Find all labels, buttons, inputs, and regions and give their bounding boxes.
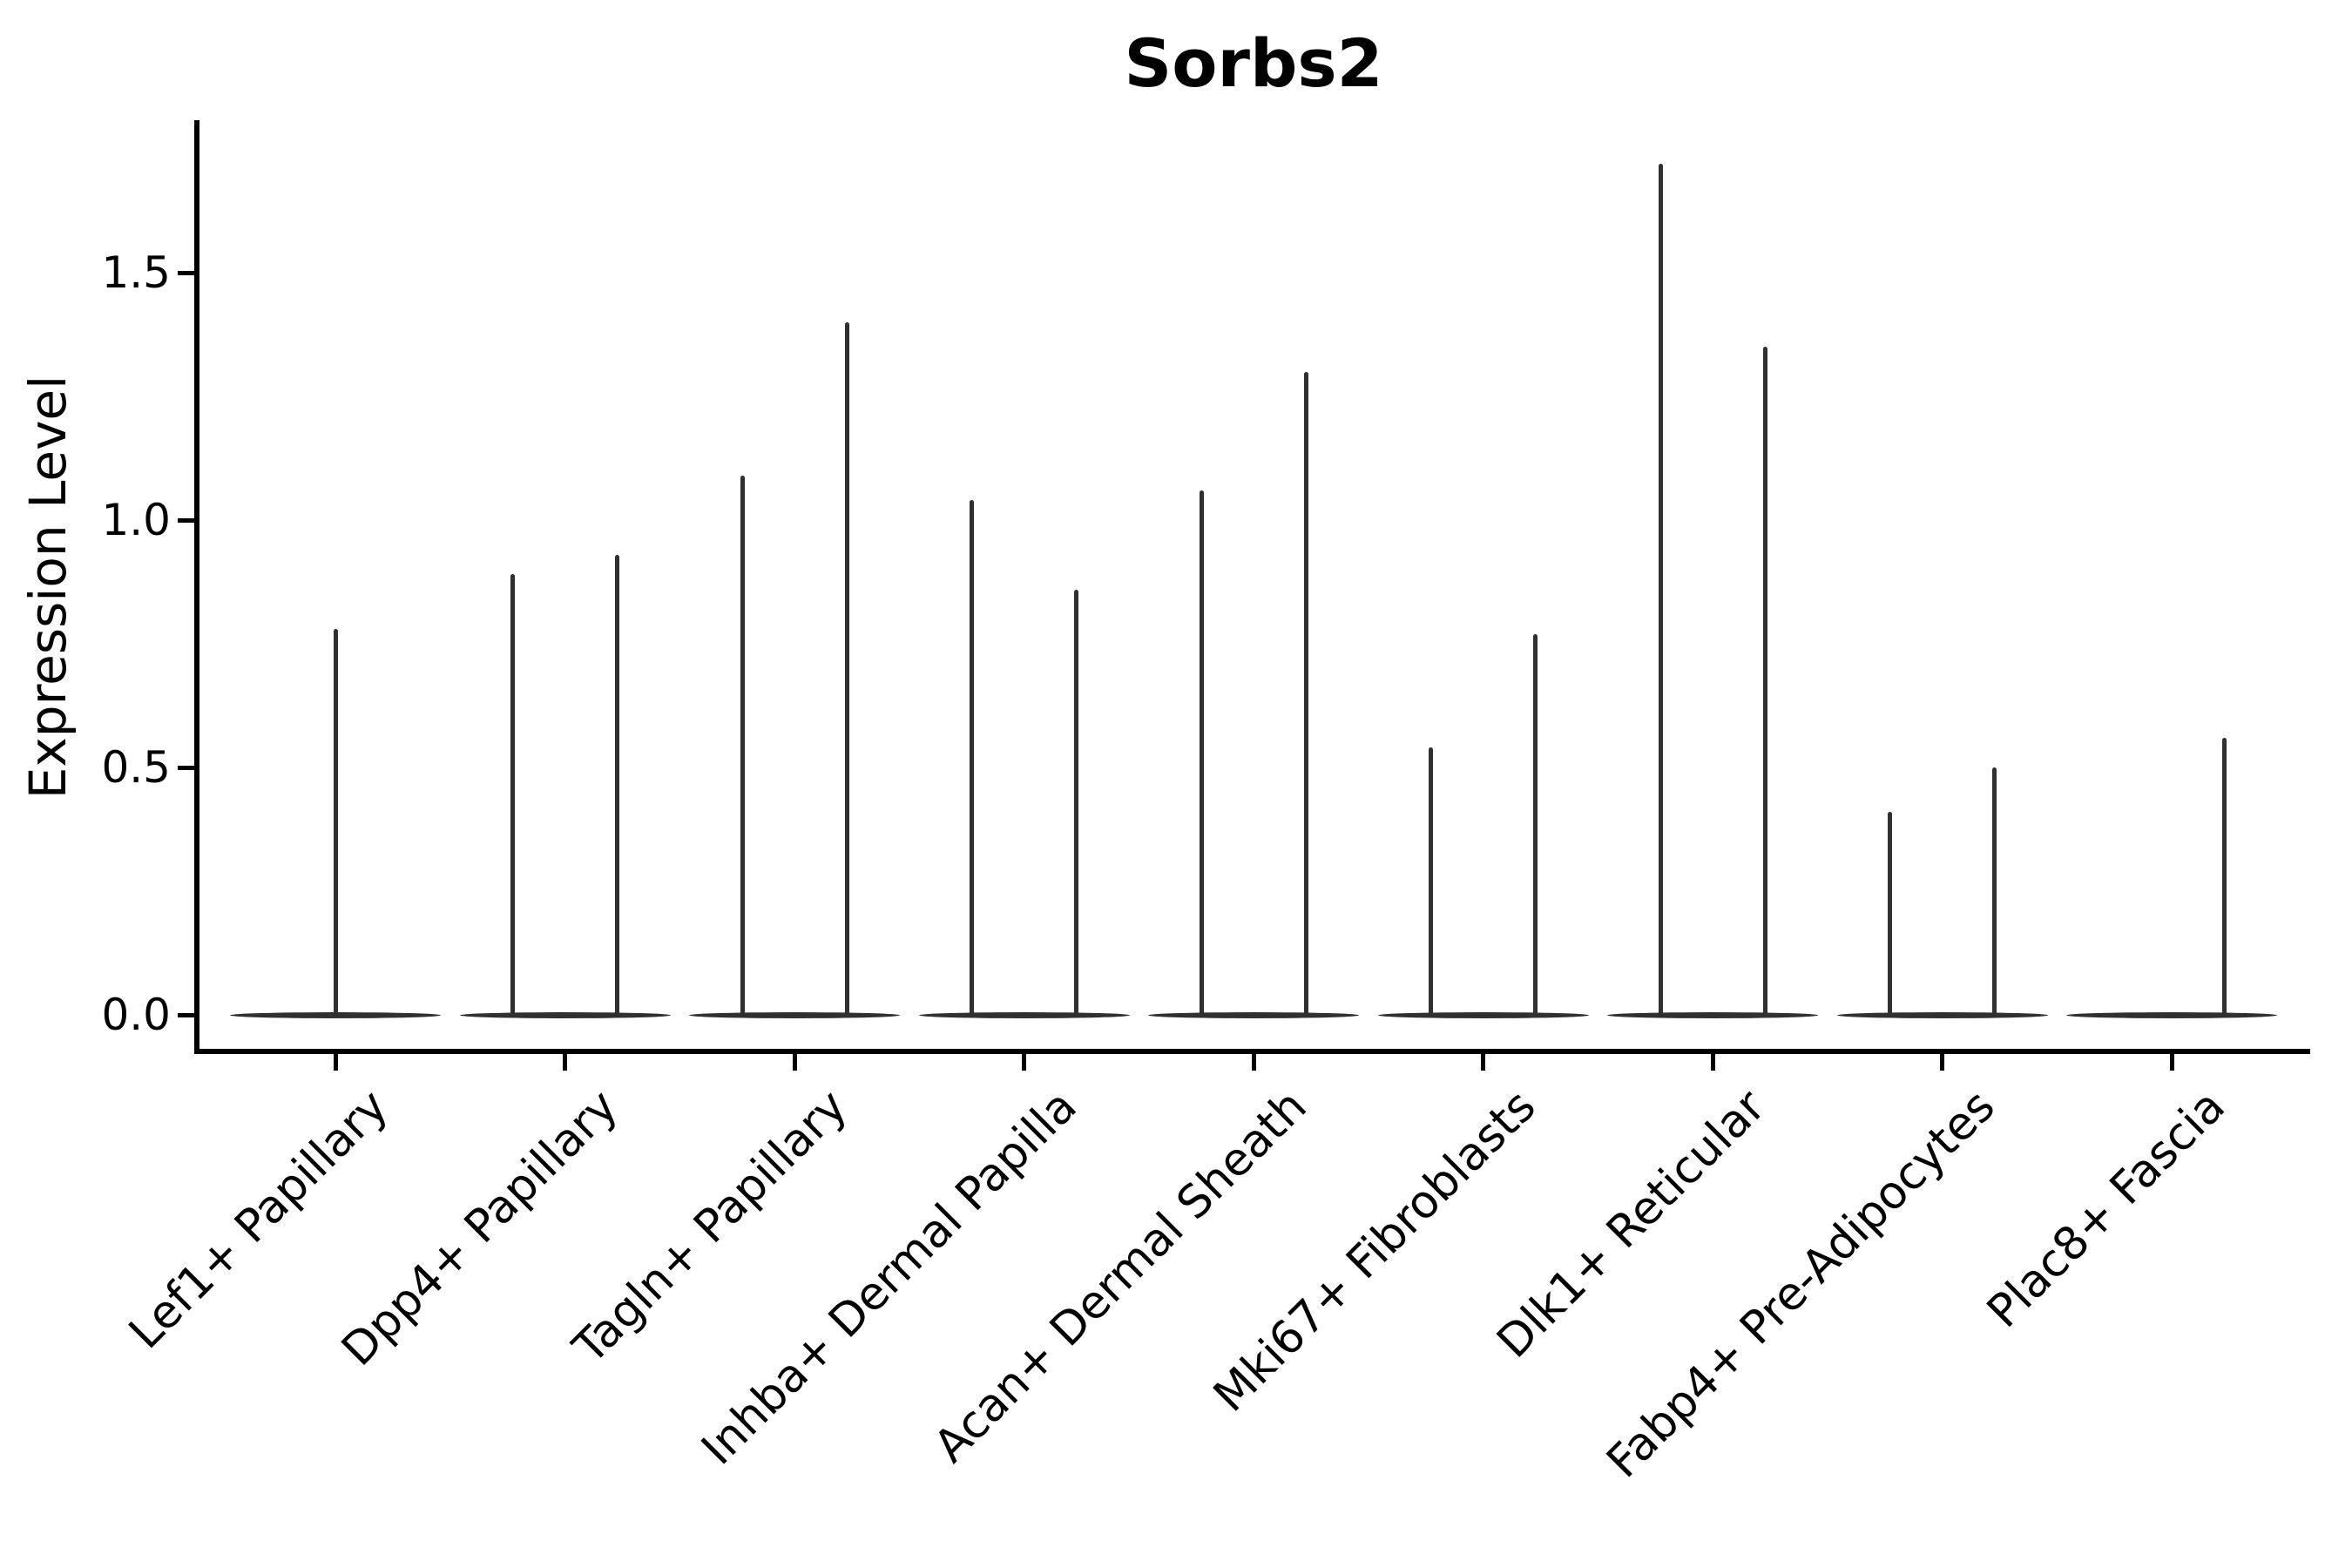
y-tick-label: 0.0 — [101, 990, 171, 1040]
x-tick-mark — [1481, 1054, 1485, 1071]
y-tick-label: 0.5 — [101, 742, 171, 793]
y-axis-label: Expression Level — [18, 375, 78, 800]
x-tick-label: Acan+ Dermal Sheath — [923, 1080, 1317, 1473]
violin-base — [1377, 1011, 1589, 1018]
violin-spike — [1074, 589, 1078, 1016]
y-tick-mark — [178, 517, 194, 523]
chart-title: Sorbs2 — [1124, 24, 1383, 102]
violin-spike — [333, 628, 338, 1016]
violin-spike — [1888, 812, 1892, 1016]
x-tick-mark — [1022, 1054, 1026, 1071]
y-tick-label: 1.5 — [101, 247, 171, 298]
x-tick-mark — [563, 1054, 567, 1071]
violin-base — [1607, 1011, 1818, 1018]
y-tick-mark — [178, 765, 194, 770]
x-tick-mark — [792, 1054, 797, 1071]
violin-base — [1148, 1011, 1359, 1018]
violin-spike — [1658, 164, 1663, 1016]
violin-spike — [510, 574, 515, 1016]
violin-spike — [740, 475, 745, 1016]
x-axis-spine — [194, 1049, 2310, 1054]
x-tick-mark — [2169, 1054, 2174, 1071]
violin-spike — [1199, 490, 1204, 1016]
violin-spike — [1429, 747, 1433, 1016]
violin-spike — [615, 554, 619, 1016]
x-tick-label: Fabp4+ Pre-Adipocytes — [1597, 1080, 2005, 1489]
violin-spike — [970, 500, 974, 1016]
y-tick-label: 1.0 — [101, 495, 171, 545]
violin-base — [918, 1011, 1130, 1018]
violin-spike — [2221, 737, 2227, 1016]
violin-base — [459, 1011, 671, 1018]
x-tick-mark — [1251, 1054, 1256, 1071]
y-tick-mark — [178, 1012, 194, 1017]
violin-base — [2066, 1011, 2277, 1018]
x-tick-mark — [1710, 1054, 1715, 1071]
violin-spike — [844, 321, 849, 1016]
x-tick-mark — [333, 1054, 338, 1071]
y-axis-spine — [194, 120, 199, 1054]
violin-spike — [1303, 371, 1308, 1016]
violin-spike — [1533, 633, 1538, 1016]
violin-base — [689, 1011, 900, 1018]
violin-spike — [1762, 347, 1767, 1016]
violin-spike — [1992, 767, 1997, 1016]
x-tick-label: Plac8+ Fascia — [1977, 1080, 2235, 1338]
violin-base — [1836, 1011, 2048, 1018]
x-tick-label: Inhba+ Dermal Papilla — [692, 1080, 1087, 1476]
y-tick-mark — [178, 270, 194, 275]
x-tick-mark — [1940, 1054, 1944, 1071]
